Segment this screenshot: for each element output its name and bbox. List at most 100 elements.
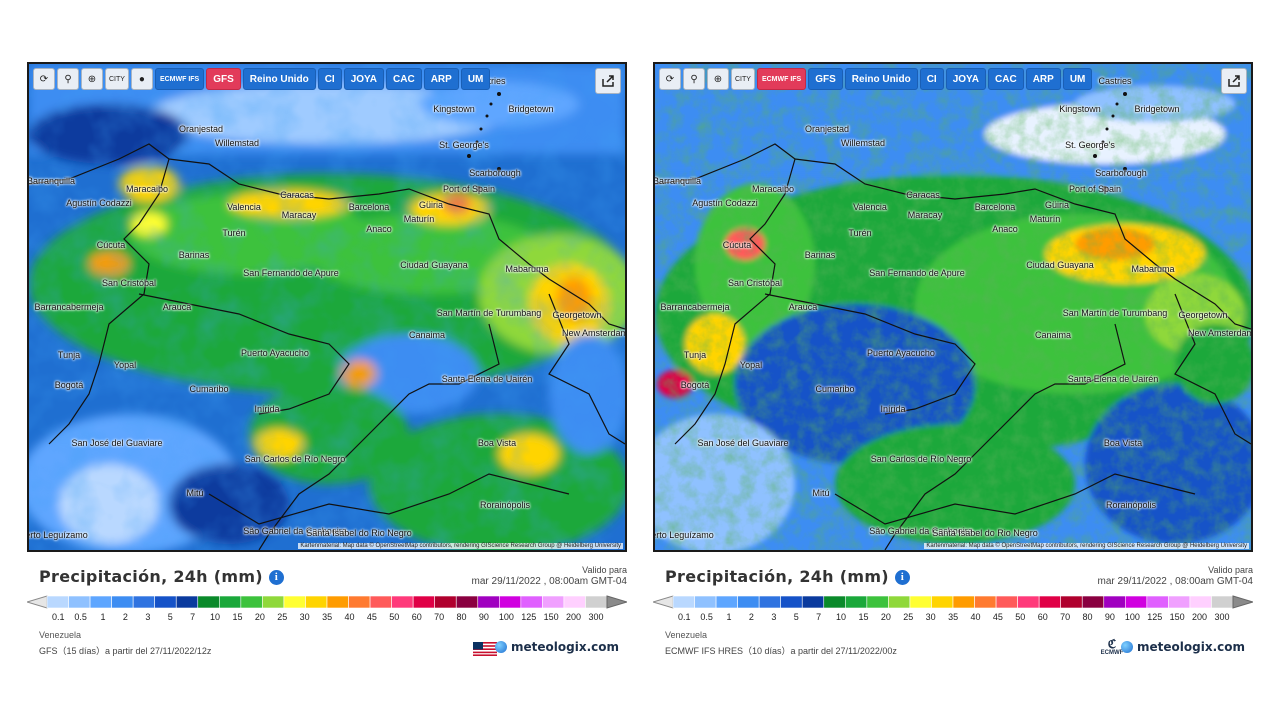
scale-tick-label: 15 — [232, 612, 243, 622]
model-button-ecmwf[interactable]: ECMWF IFS — [154, 68, 205, 90]
precip-map-gfs[interactable]: ⟳ ⚲ ⊕ CITY ● ECMWF IFS GFS Reino Unido C… — [27, 62, 627, 552]
scale-swatch — [412, 595, 435, 609]
city-label: Mabaruma — [505, 264, 549, 274]
scale-swatch — [823, 595, 846, 609]
info-icon[interactable]: i — [268, 570, 284, 585]
city-label: Port of Spain — [442, 184, 496, 194]
scale-tick-label: 30 — [925, 612, 936, 622]
map-title: Precipitación, 24h (mm) i — [39, 567, 284, 586]
scale-tick-label: 200 — [566, 612, 582, 622]
scale-tick-label: 150 — [543, 612, 559, 622]
scale-tick-label: 300 — [1214, 612, 1230, 622]
scale-swatch — [240, 595, 263, 609]
scale-tick-label: 40 — [344, 612, 355, 622]
zoom-icon[interactable]: ⊕ — [707, 68, 729, 90]
scale-tick-label: 125 — [521, 612, 537, 622]
model-button-joya[interactable]: JOYA — [945, 68, 987, 90]
dot-toggle-icon[interactable]: ● — [130, 68, 153, 90]
share-icon[interactable] — [1221, 68, 1247, 94]
refresh-icon[interactable]: ⟳ — [33, 68, 55, 90]
scale-tick-label: 70 — [434, 612, 445, 622]
city-label: Willemstad — [214, 138, 260, 148]
model-button-ci[interactable]: CI — [919, 68, 944, 90]
scale-tick-label: 90 — [478, 612, 489, 622]
map-toolbar-gfs: ⟳ ⚲ ⊕ CITY ● ECMWF IFS GFS Reino Unido C… — [33, 68, 491, 90]
city-label: Boa Vista — [1103, 438, 1143, 448]
city-label: Ciudad Guayana — [400, 260, 468, 270]
model-button-cac[interactable]: CAC — [988, 68, 1024, 90]
city-label: Güiria — [1044, 200, 1070, 210]
scale-swatch — [888, 595, 911, 609]
scale-tick-label: 45 — [992, 612, 1003, 622]
model-run-label: ECMWF IFS HRES（10 días）a partir del 27/1… — [665, 646, 897, 656]
model-button-gfs[interactable]: GFS — [808, 68, 843, 90]
map-attribution: Kartenmaterial: Map data © OpenStreetMap… — [298, 543, 623, 549]
model-run-label: GFS（15 días）a partir del 27/11/2022/12z — [39, 646, 212, 656]
city-label: Maturín — [403, 214, 435, 224]
model-button-ecmwf[interactable]: ECMWF IFS — [756, 68, 807, 90]
info-icon[interactable]: i — [894, 570, 910, 585]
scale-swatch — [563, 595, 586, 609]
city-label: Bogotá — [54, 380, 84, 390]
city-label: San Fernando de Apure — [243, 268, 339, 278]
scale-swatch — [974, 595, 997, 609]
city-label: Tunja — [683, 350, 707, 360]
city-toggle-icon[interactable]: CITY — [731, 68, 755, 90]
model-button-um[interactable]: UM — [460, 68, 491, 90]
scale-tick-label: 5 — [167, 612, 173, 622]
scale-tick-label: 200 — [1192, 612, 1208, 622]
model-button-reino-unido[interactable]: Reino Unido — [242, 68, 316, 90]
scale-swatch — [758, 595, 781, 609]
scale-tick-label: 25 — [277, 612, 288, 622]
city-label: Canaima — [408, 330, 446, 340]
scale-swatch — [197, 595, 220, 609]
scale-swatch — [132, 595, 155, 609]
scale-tick-label: 10 — [836, 612, 847, 622]
scale-swatch — [455, 595, 479, 609]
model-button-joya[interactable]: JOYA — [343, 68, 385, 90]
city-label: Cúcuta — [96, 240, 126, 250]
scale-swatch — [1211, 595, 1234, 609]
city-label: San Carlos de Río Negro — [244, 454, 346, 464]
city-label: San José del Guaviare — [71, 438, 163, 448]
model-button-arp[interactable]: ARP — [1025, 68, 1061, 90]
city-label: Ciudad Guayana — [1026, 260, 1094, 270]
city-label: Barcelona — [348, 202, 390, 212]
scale-ticks: 0.1 0.5 1 2 3 5 7 10 15 20 25 30 35 40 45 50 60 70 80 90 100… — [47, 612, 607, 624]
scale-swatch — [305, 595, 328, 609]
location-pin-icon[interactable]: ⚲ — [57, 68, 79, 90]
scale-swatch — [845, 595, 868, 609]
scale-tick-label: 100 — [498, 612, 514, 622]
city-label: Puerto Leguízamo — [29, 530, 88, 540]
city-label: Maracaibo — [125, 184, 169, 194]
model-button-arp[interactable]: ARP — [423, 68, 459, 90]
city-label: São Gabriel da Cachoeira — [243, 526, 347, 536]
scale-right-arrow — [1232, 595, 1253, 609]
location-pin-icon[interactable]: ⚲ — [683, 68, 705, 90]
borders-gfs — [29, 143, 625, 550]
region-label: Venezuela — [665, 630, 708, 640]
city-label: Maracay — [907, 210, 943, 220]
city-toggle-icon[interactable]: CITY — [105, 68, 129, 90]
city-label: Kingstown — [433, 104, 475, 114]
scale-swatch — [1168, 595, 1191, 609]
model-button-ci[interactable]: CI — [317, 68, 342, 90]
city-label: Maracaibo — [751, 184, 795, 194]
precip-map-ecmwf[interactable]: ⟳ ⚲ ⊕ CITY ECMWF IFS GFS Reino Unido CI … — [653, 62, 1253, 552]
scale-tick-label: 60 — [411, 612, 422, 622]
meteologix-logo[interactable]: meteologix.com — [495, 640, 619, 654]
zoom-icon[interactable]: ⊕ — [81, 68, 103, 90]
model-button-cac[interactable]: CAC — [386, 68, 422, 90]
scale-swatch — [866, 595, 889, 609]
refresh-icon[interactable]: ⟳ — [659, 68, 681, 90]
city-label: San Fernando de Apure — [869, 268, 965, 278]
share-icon[interactable] — [595, 68, 621, 94]
model-button-reino-unido[interactable]: Reino Unido — [844, 68, 918, 90]
meteologix-logo[interactable]: meteologix.com — [1121, 640, 1245, 654]
scale-tick-label: 50 — [389, 612, 400, 622]
scale-tick-label: 3 — [145, 612, 151, 622]
model-button-gfs[interactable]: GFS — [206, 68, 241, 90]
model-button-um[interactable]: UM — [1062, 68, 1093, 90]
city-label: San Cristóbal — [101, 278, 157, 288]
scale-tick-label: 20 — [880, 612, 891, 622]
